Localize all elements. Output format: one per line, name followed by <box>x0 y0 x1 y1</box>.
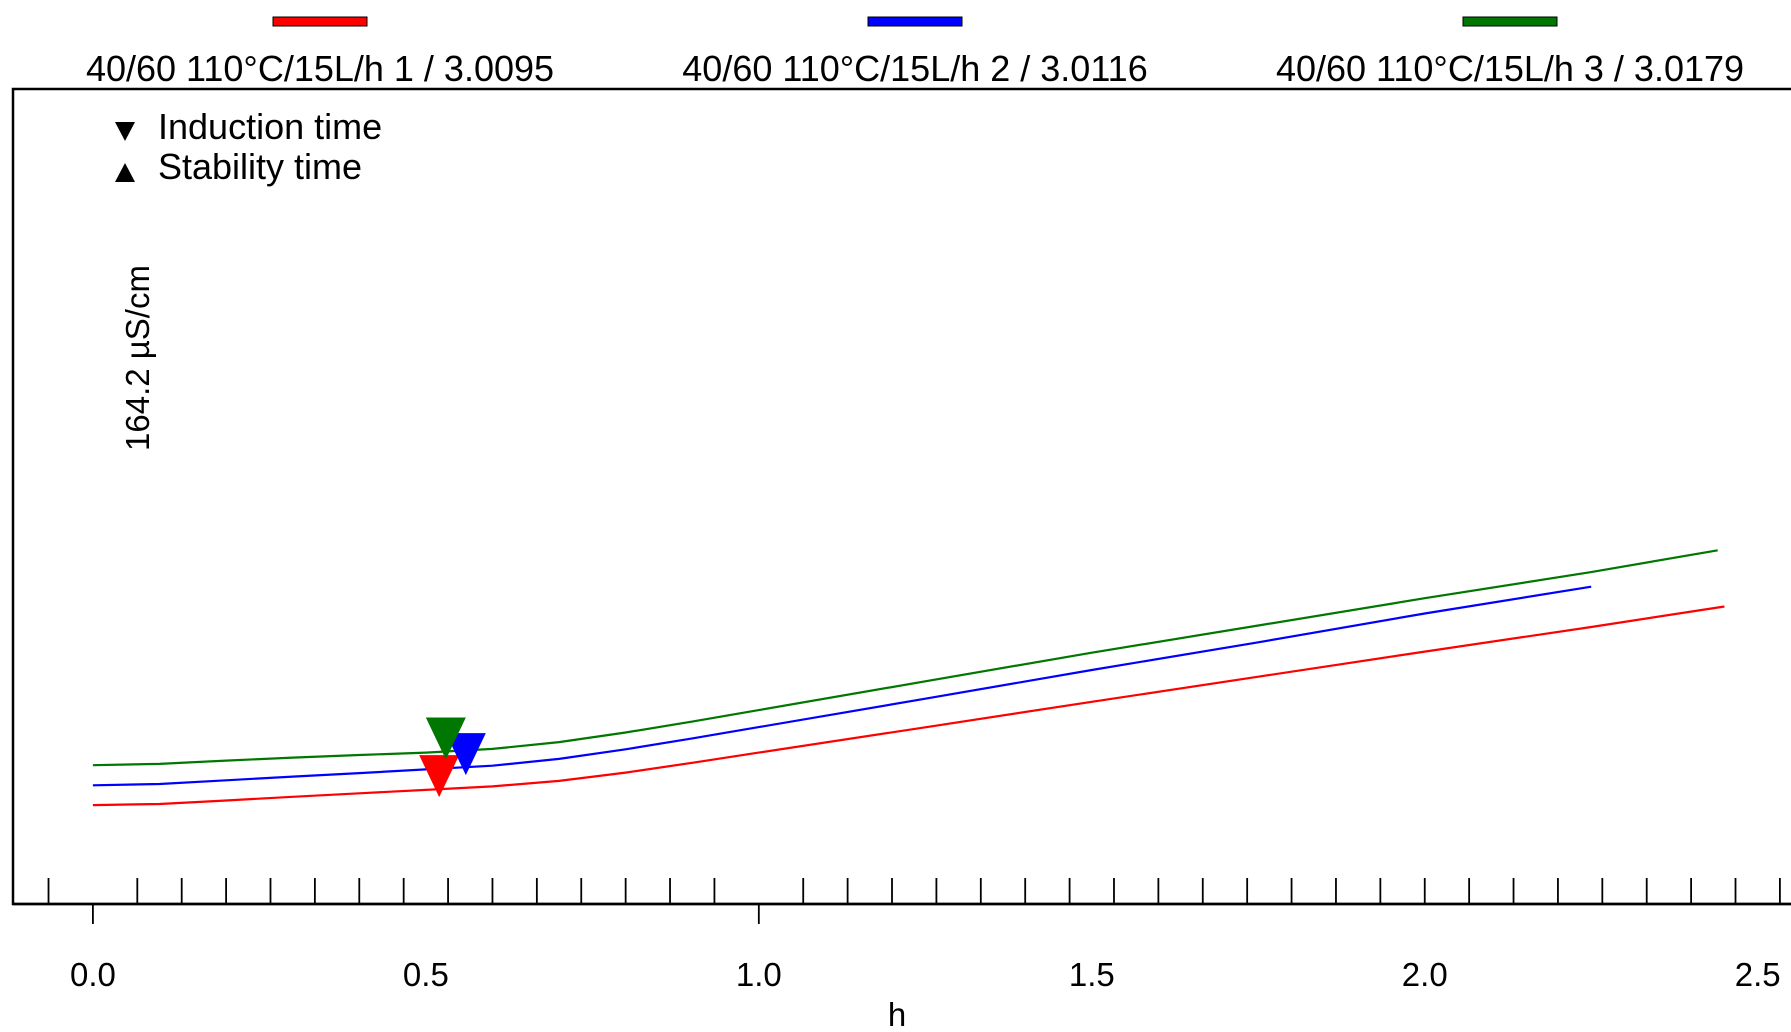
series-layer <box>92 549 1725 807</box>
series-line-1 <box>92 605 1725 807</box>
legend-label-3: 40/60 110°C/15L/h 3 / 3.0179 <box>1276 48 1744 89</box>
x-tick-label: 2.5 <box>1735 956 1781 993</box>
x-tick-label: 1.5 <box>1069 956 1115 993</box>
induction-time-legend-symbol <box>115 122 135 141</box>
x-axis: 0.0 0.5 1.0 1.5 2.0 2.5 <box>13 878 1791 993</box>
series-legend: 40/60 110°C/15L/h 1 / 3.0095 40/60 110°C/… <box>86 16 1744 89</box>
y-axis-label: 164.2 µS/cm <box>119 265 156 451</box>
legend-label-1: 40/60 110°C/15L/h 1 / 3.0095 <box>86 48 554 89</box>
x-tick-label: 2.0 <box>1402 956 1448 993</box>
series-line-3 <box>92 549 1718 767</box>
x-axis-label: h <box>888 996 906 1032</box>
legend-label-2: 40/60 110°C/15L/h 2 / 3.0116 <box>682 48 1147 89</box>
legend-swatch-3 <box>1462 16 1558 27</box>
plot-area <box>11 87 1791 906</box>
x-tick-label: 1.0 <box>736 956 782 993</box>
x-tick-label: 0.5 <box>403 956 449 993</box>
legend-swatch-1 <box>272 16 368 27</box>
stability-time-legend-symbol <box>115 163 135 182</box>
induction-marker-1 <box>419 755 460 798</box>
legend-swatch-2 <box>867 16 963 27</box>
induction-marker-3 <box>425 717 466 760</box>
induction-marker-layer <box>419 717 486 798</box>
marker-legend: Induction time Stability time <box>115 106 382 187</box>
stability-time-legend-label: Stability time <box>158 146 362 187</box>
induction-time-legend-label: Induction time <box>158 106 382 147</box>
induction-marker-2 <box>445 733 486 776</box>
series-line-2 <box>92 585 1592 787</box>
x-tick-label: 0.0 <box>70 956 116 993</box>
